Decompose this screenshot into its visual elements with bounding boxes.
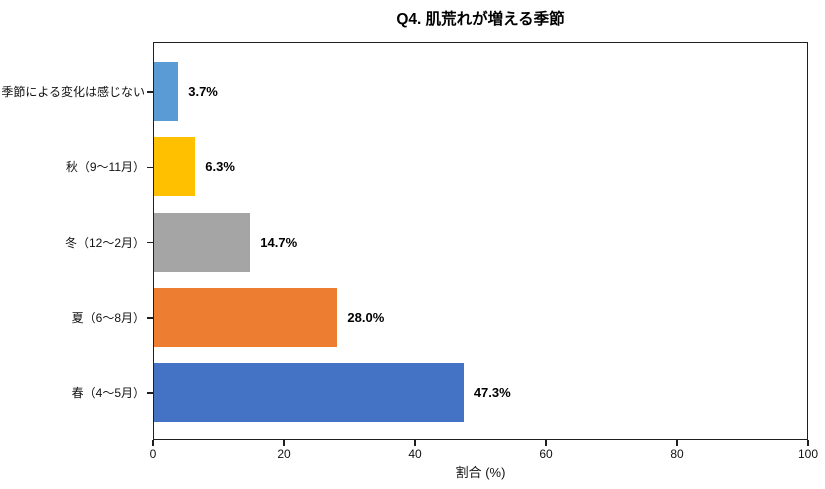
- x-axis-tick-label: 100: [797, 447, 819, 461]
- bar-value-label: 28.0%: [347, 309, 385, 325]
- y-axis-tick: [147, 392, 153, 394]
- x-axis-tick: [152, 440, 154, 446]
- bar-value-label: 47.3%: [473, 385, 511, 400]
- x-axis-tick: [676, 440, 678, 446]
- x-axis-tick-label: 20: [277, 447, 291, 461]
- x-axis-tick: [283, 440, 285, 446]
- bar: [154, 363, 464, 422]
- plot-area: [153, 42, 808, 440]
- bar-value-label: 6.3%: [205, 159, 235, 175]
- bar: [154, 287, 338, 347]
- category-label: 季節による変化は感じない: [1, 85, 145, 99]
- x-axis-tick: [807, 440, 809, 446]
- x-axis-tick-label: 40: [408, 447, 422, 461]
- y-axis-tick: [147, 166, 153, 168]
- category-label: 夏（6〜8月）: [71, 310, 145, 325]
- x-axis-label: 割合 (%): [455, 465, 506, 480]
- y-axis-tick: [147, 241, 153, 244]
- bar: [154, 137, 196, 197]
- category-label: 秋（9〜11月）: [65, 160, 145, 175]
- chart-title: Q4. 肌荒れが増える季節: [396, 11, 565, 28]
- x-axis-tick: [414, 440, 416, 446]
- x-axis-tick: [545, 440, 547, 446]
- y-axis-tick: [147, 317, 153, 319]
- bar-value-label: 3.7%: [188, 84, 218, 99]
- category-label: 春（4〜5月）: [71, 386, 145, 400]
- bar: [154, 62, 179, 121]
- y-axis-tick: [147, 91, 153, 93]
- bar-value-label: 14.7%: [260, 234, 298, 250]
- x-axis-tick-label: 80: [670, 447, 684, 461]
- x-axis-tick-label: 60: [539, 447, 553, 461]
- category-label: 冬（12〜2月）: [64, 235, 145, 250]
- bar: [154, 212, 251, 272]
- x-axis-tick-label: 0: [149, 447, 157, 461]
